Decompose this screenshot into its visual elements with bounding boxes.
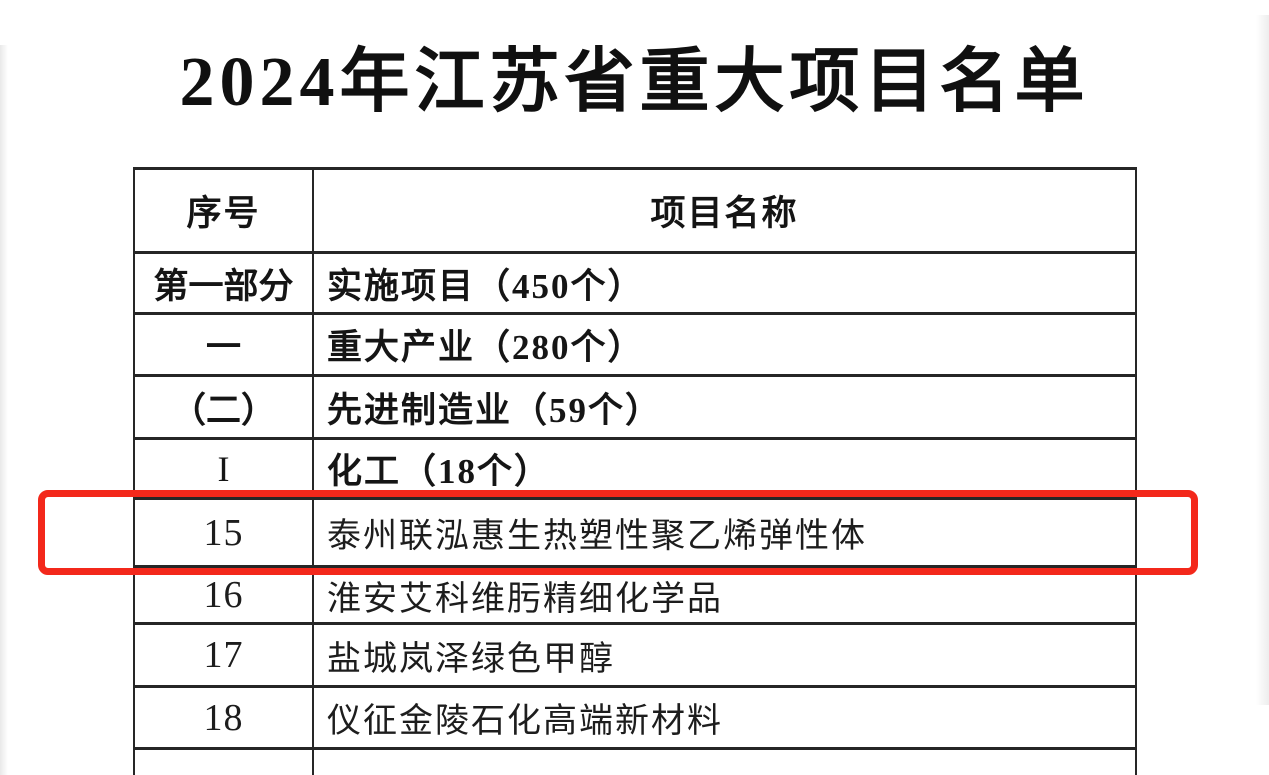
serial-cell: 第一部分	[133, 251, 314, 315]
table-row: 18 仪征金陵石化高端新材料	[133, 685, 1137, 750]
serial-cell: 18	[133, 685, 314, 750]
table-header-row: 序号 项目名称	[133, 167, 1137, 254]
page-title: 2024年江苏省重大项目名单	[179, 44, 1090, 121]
serial-cell: I	[133, 437, 314, 500]
project-name-cell: 淮安艾科维肟精细化学品	[312, 565, 1137, 625]
project-name-cell	[312, 747, 1137, 775]
project-name-cell: 化工（18个）	[312, 437, 1137, 500]
column-header-project-name: 项目名称	[312, 167, 1137, 254]
serial-cell: 17	[133, 622, 314, 688]
serial-cell: 15	[133, 497, 314, 568]
project-name-cell: 仪征金陵石化高端新材料	[312, 685, 1137, 750]
project-name-cell: 盐城岚泽绿色甲醇	[312, 622, 1137, 688]
table-row: 一 重大产业（280个）	[133, 312, 1137, 377]
serial-cell	[133, 747, 314, 775]
table-row: I 化工（18个）	[133, 437, 1137, 500]
scan-edge-left	[0, 45, 8, 775]
table-row: 17 盐城岚泽绿色甲醇	[133, 622, 1137, 688]
project-name-cell: 泰州联泓惠生热塑性聚乙烯弹性体	[312, 497, 1137, 568]
table-row: 16 淮安艾科维肟精细化学品	[133, 565, 1137, 625]
table-row-highlighted: 15 泰州联泓惠生热塑性聚乙烯弹性体	[133, 497, 1137, 568]
project-name-cell: 实施项目（450个）	[312, 251, 1137, 315]
serial-cell: 一	[133, 312, 314, 377]
projects-table: 序号 项目名称 第一部分 实施项目（450个） 一 重大产业（280个） （二）…	[133, 167, 1137, 775]
project-name-cell: 先进制造业（59个）	[312, 374, 1137, 440]
serial-cell: （二）	[133, 374, 314, 440]
table-row-partial	[133, 747, 1137, 775]
table-row: 第一部分 实施项目（450个）	[133, 251, 1137, 315]
column-header-serial: 序号	[133, 167, 314, 254]
project-name-cell: 重大产业（280个）	[312, 312, 1137, 377]
serial-cell: 16	[133, 565, 314, 625]
table-row: （二） 先进制造业（59个）	[133, 374, 1137, 440]
